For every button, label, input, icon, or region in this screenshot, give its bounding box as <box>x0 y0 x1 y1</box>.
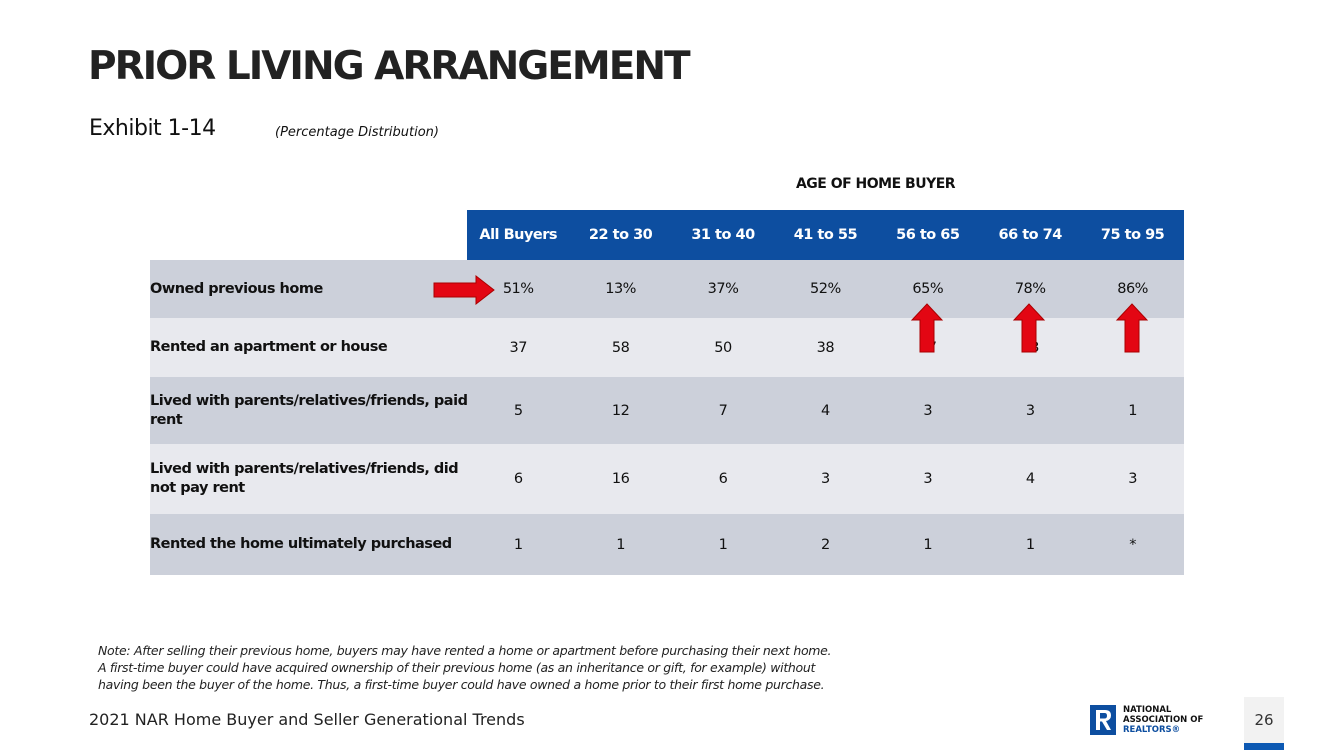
row-label: Rented the home ultimately purchased <box>150 536 452 552</box>
subtitle: (Percentage Distribution) <box>275 125 439 140</box>
title: PRIOR LIVING ARRANGEMENT <box>88 44 691 89</box>
table-cell: 3 <box>923 471 933 487</box>
column-header: All Buyers <box>479 227 558 243</box>
table-cell: 86% <box>1117 281 1148 297</box>
table-row: Lived with parents/relatives/friends, pa… <box>150 377 1184 444</box>
column-header: 66 to 74 <box>998 227 1063 243</box>
table-cell: 1 <box>513 536 523 553</box>
table-row: Lived with parents/relatives/friends, di… <box>150 444 1184 514</box>
table-cell: 52% <box>810 281 841 297</box>
table-cell: 4 <box>821 402 830 419</box>
column-header: 31 to 40 <box>691 227 755 243</box>
note-line: Note: After selling their previous home,… <box>98 643 832 658</box>
table-cell: * <box>1129 536 1136 553</box>
table-cell: 1 <box>1025 536 1035 553</box>
table-row: Owned previous home 51% 13% 37% 52% 65% 78% 86% <box>150 260 1184 318</box>
page-number: 26 <box>1254 711 1274 729</box>
table-cell: 1 <box>718 536 728 553</box>
table-cell: 78% <box>1014 281 1046 297</box>
column-header: 75 to 95 <box>1100 227 1165 243</box>
table-cell: 13 <box>1021 339 1039 356</box>
logo-text: REALTORS® <box>1123 725 1180 735</box>
table-cell: 9 <box>1128 339 1137 356</box>
page-number-box <box>1244 697 1284 743</box>
table-row: Rented the home ultimately purchased 1 1 1 2… <box>150 514 1184 575</box>
table-cell: 58 <box>611 339 630 356</box>
column-header: 56 to 65 <box>896 227 960 243</box>
exhibit: Exhibit 1-14 <box>89 116 216 141</box>
table-cell: 5 <box>513 402 523 419</box>
table-cell: 13% <box>605 281 636 297</box>
column-header: 22 to 30 <box>588 227 653 243</box>
column-header: 41 to 55 <box>793 227 858 243</box>
table-cell: 3 <box>1025 402 1035 419</box>
page-number-bar <box>1244 743 1284 750</box>
table-cell: 12 <box>611 402 630 419</box>
header-bg <box>467 210 1184 260</box>
table-cell: 2 <box>821 536 830 553</box>
header-row: All Buyers 22 to 30 31 to 40 41 to 55 56 to … <box>150 210 1184 260</box>
row-label: Lived with parents/relatives/friends, di… <box>150 461 459 496</box>
note-line: A first-time buyer could have acquired o… <box>98 660 816 675</box>
table-cell: 3 <box>821 471 830 487</box>
row-label: Owned previous home <box>150 280 323 297</box>
table-cell: 51% <box>502 281 534 297</box>
row-label: Lived with parents/relatives/friends, pa… <box>150 392 468 428</box>
logo-text: NATIONAL <box>1123 705 1172 715</box>
table-cell: 3 <box>923 402 933 419</box>
logo: NATIONAL ASSOCIATION OF REALTORS® <box>1090 705 1203 735</box>
table-cell: 4 <box>1025 471 1035 487</box>
table-cell: 3 <box>1128 471 1137 487</box>
footer-source: 2021 NAR Home Buyer and Seller Generatio… <box>89 710 525 729</box>
table-row: Rented an apartment or house 37 58 50 38 27 13… <box>150 318 1184 377</box>
table-cell: 37% <box>707 281 739 297</box>
table-cell: 1 <box>923 536 933 553</box>
table-cell: 1 <box>616 536 625 553</box>
table-cell: 27 <box>919 339 937 356</box>
table-cell: 6 <box>718 471 728 487</box>
table-cell: 65% <box>912 281 944 297</box>
row-label: Rented an apartment or house <box>150 339 388 355</box>
table-cell: 50 <box>714 339 732 356</box>
table-cell: 7 <box>718 402 728 419</box>
table-cell: 1 <box>1128 402 1137 419</box>
table-cell: 16 <box>611 471 630 487</box>
logo-letter <box>1096 710 1111 730</box>
group-header: AGE OF HOME BUYER <box>795 176 956 192</box>
table-cell: 6 <box>513 471 523 487</box>
logo-text: ASSOCIATION OF <box>1123 715 1203 725</box>
table-cell: 37 <box>509 339 527 356</box>
table-cell: 38 <box>816 339 835 356</box>
note-line: having been the buyer of the home. Thus,… <box>98 677 825 692</box>
